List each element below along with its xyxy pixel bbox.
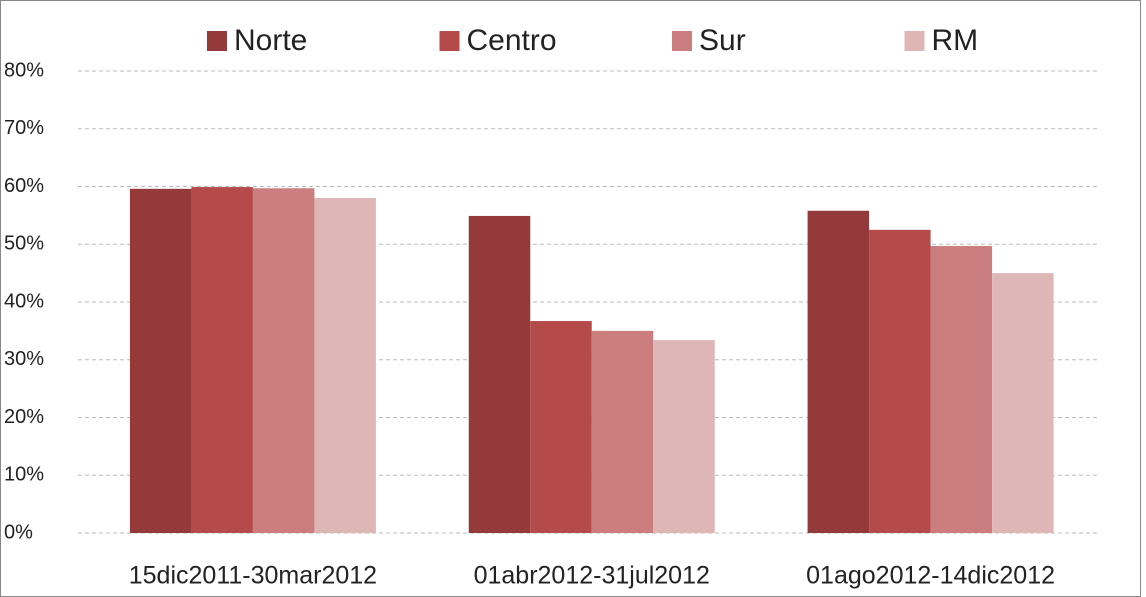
- x-tick-label: 15dic2011-30mar2012: [129, 562, 377, 590]
- legend-swatch: [672, 31, 692, 51]
- legend-label: Centro: [467, 24, 557, 57]
- bar: [869, 229, 931, 533]
- legend-label: RM: [932, 24, 979, 57]
- bar: [468, 215, 531, 533]
- bar: [530, 321, 592, 533]
- y-tick-label: 50%: [4, 233, 44, 255]
- y-tick-label: 70%: [4, 117, 44, 139]
- y-tick-label: 10%: [4, 464, 44, 486]
- bar: [807, 210, 870, 533]
- y-tick-label: 0%: [4, 521, 33, 543]
- y-tick-label: 80%: [4, 59, 44, 81]
- bar: [314, 198, 376, 534]
- legend-swatch: [207, 31, 227, 51]
- y-tick-label: 20%: [4, 406, 44, 428]
- bar: [930, 245, 993, 534]
- y-tick-label: 40%: [4, 290, 44, 312]
- legend-label: Sur: [699, 24, 746, 57]
- bar: [252, 188, 315, 534]
- bar: [191, 187, 253, 533]
- bar: [129, 188, 192, 533]
- y-tick-label: 30%: [4, 348, 44, 370]
- bar: [992, 273, 1054, 533]
- x-tick-label: 01abr2012-31jul2012: [474, 562, 710, 590]
- legend-label: Norte: [234, 24, 307, 57]
- bar: [653, 340, 715, 533]
- x-tick-label: 01ago2012-14dic2012: [806, 562, 1055, 590]
- legend-swatch: [439, 31, 460, 51]
- bar: [591, 330, 654, 533]
- y-tick-label: 60%: [4, 175, 44, 197]
- legend-swatch: [904, 31, 925, 51]
